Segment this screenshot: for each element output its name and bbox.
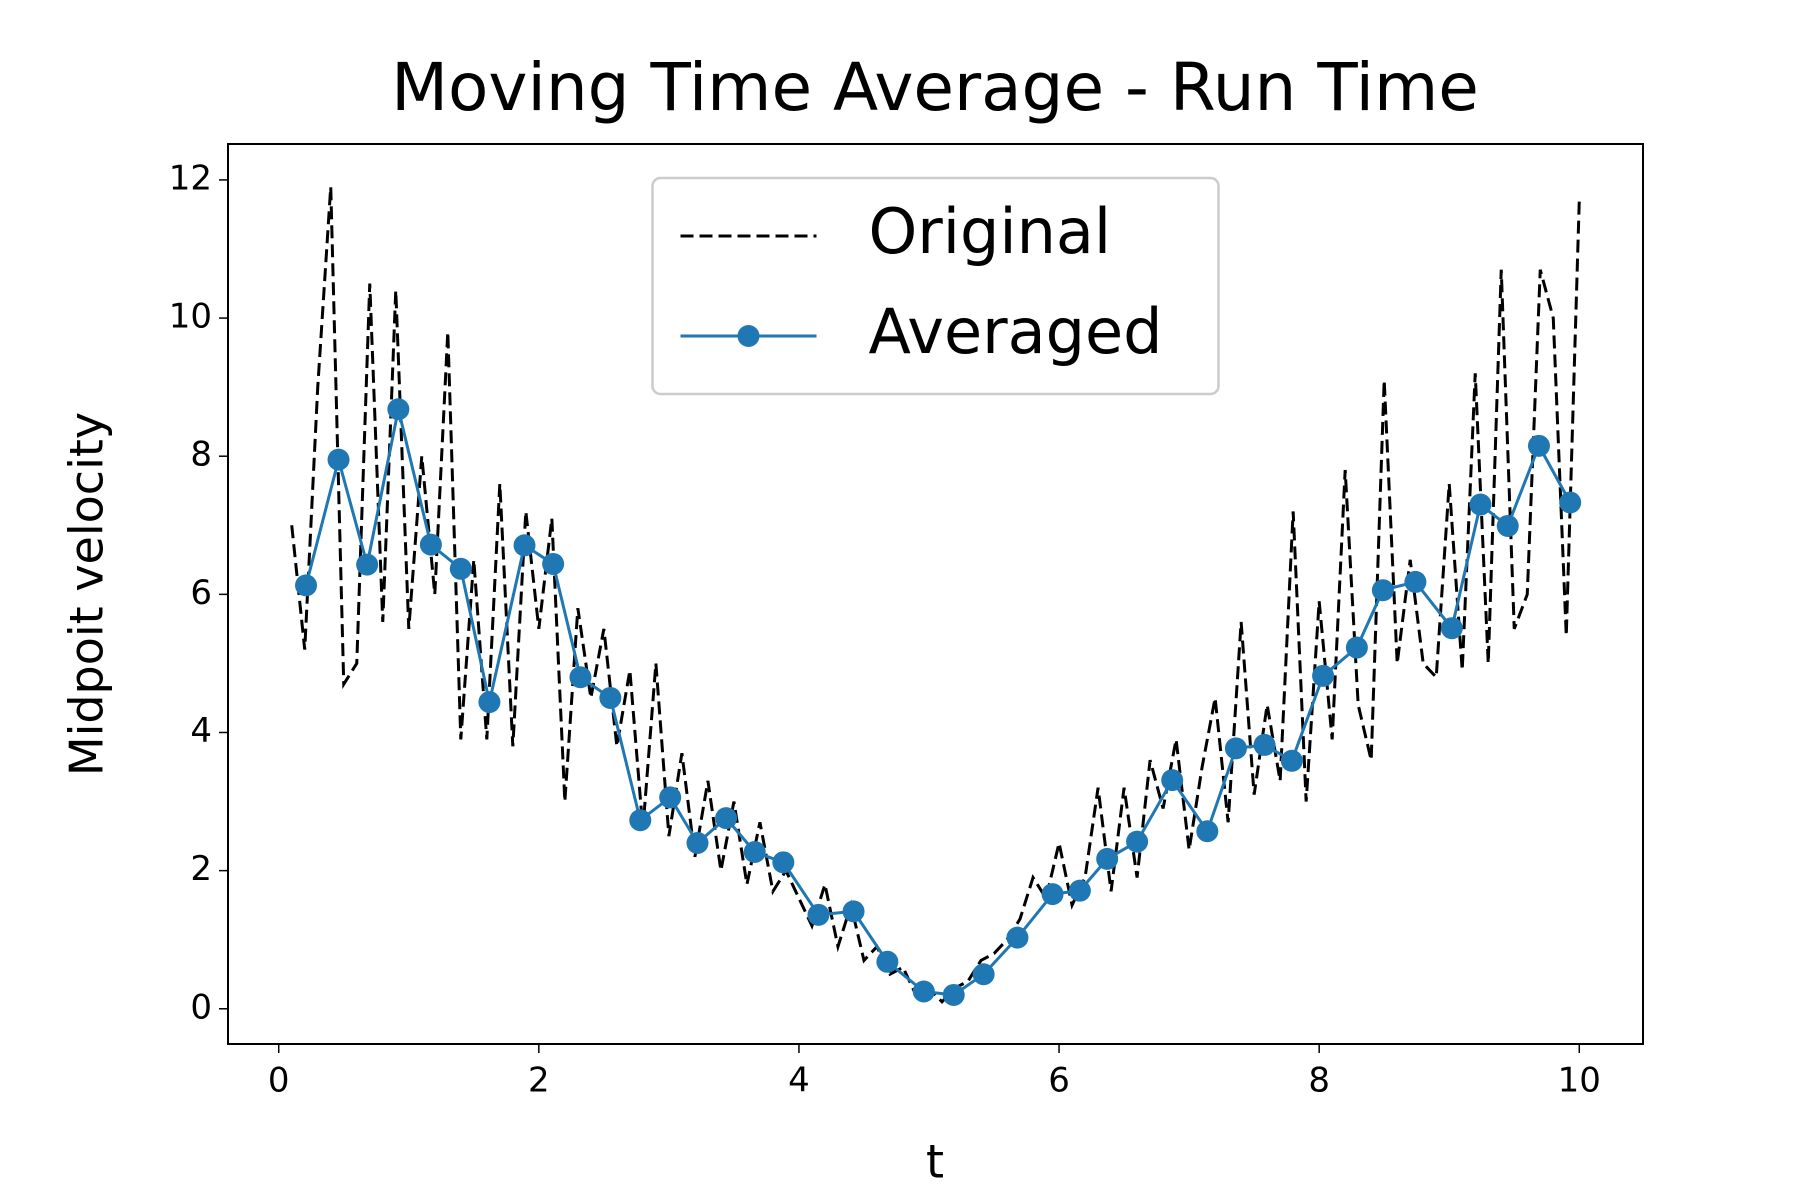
x-tick-label: 10 [1558, 1061, 1601, 1101]
x-tick-label: 2 [528, 1061, 550, 1101]
y-tick-label: 6 [190, 573, 212, 613]
legend-box [651, 176, 1220, 396]
data-point [1161, 769, 1184, 792]
data-point [449, 557, 472, 580]
data-point [1312, 664, 1335, 687]
data-point [478, 691, 501, 714]
data-point [659, 786, 682, 809]
data-point [1096, 847, 1119, 870]
data-point [842, 900, 865, 923]
data-point [1253, 733, 1276, 756]
data-point [972, 963, 995, 986]
y-tick-label: 8 [190, 435, 212, 475]
data-point [715, 807, 738, 830]
y-tick-label: 10 [169, 297, 212, 337]
chart-title: Moving Time Average - Run Time [391, 49, 1479, 126]
x-tick-label: 8 [1308, 1061, 1330, 1101]
data-point [629, 809, 652, 832]
data-point [1496, 514, 1519, 537]
y-tick-label: 2 [190, 849, 212, 889]
data-point [1404, 570, 1427, 593]
y-tick-label: 12 [169, 158, 212, 198]
data-point [295, 574, 318, 597]
y-tick-label: 0 [190, 987, 212, 1027]
legend-label: Averaged [869, 295, 1163, 368]
x-tick-label: 0 [268, 1061, 290, 1101]
data-point [1345, 636, 1368, 659]
data-point [743, 840, 766, 863]
data-point [942, 983, 965, 1006]
data-point [1196, 820, 1219, 843]
data-point [1068, 879, 1091, 902]
data-point [1280, 749, 1303, 772]
x-tick-label: 4 [788, 1061, 810, 1101]
y-tick-label: 4 [190, 711, 212, 751]
data-point [772, 851, 795, 874]
data-point [1006, 926, 1029, 949]
data-point [327, 448, 350, 471]
data-point [356, 553, 379, 576]
legend-label: Original [869, 195, 1112, 268]
legend-marker [737, 325, 760, 347]
data-point [686, 832, 709, 855]
data-point [1559, 491, 1582, 514]
data-point [1469, 493, 1492, 516]
data-point [513, 534, 536, 557]
data-point [912, 980, 935, 1003]
data-point [1126, 830, 1149, 853]
series-line [290, 186, 1581, 1005]
data-point [387, 398, 410, 421]
data-point [599, 686, 622, 709]
data-point [1041, 883, 1064, 906]
data-point [419, 533, 442, 556]
data-point [807, 903, 830, 926]
data-point [1224, 737, 1247, 760]
data-point [1440, 617, 1463, 640]
data-point [1371, 579, 1394, 602]
x-tick-label: 6 [1048, 1061, 1070, 1101]
x-axis-label: t [926, 1135, 944, 1189]
data-point [569, 666, 592, 689]
y-axis-label: Midpoit velocity [60, 412, 114, 776]
data-point [876, 950, 899, 973]
data-point [1527, 434, 1550, 457]
data-point [542, 552, 565, 575]
plot-frame [227, 143, 1644, 1045]
